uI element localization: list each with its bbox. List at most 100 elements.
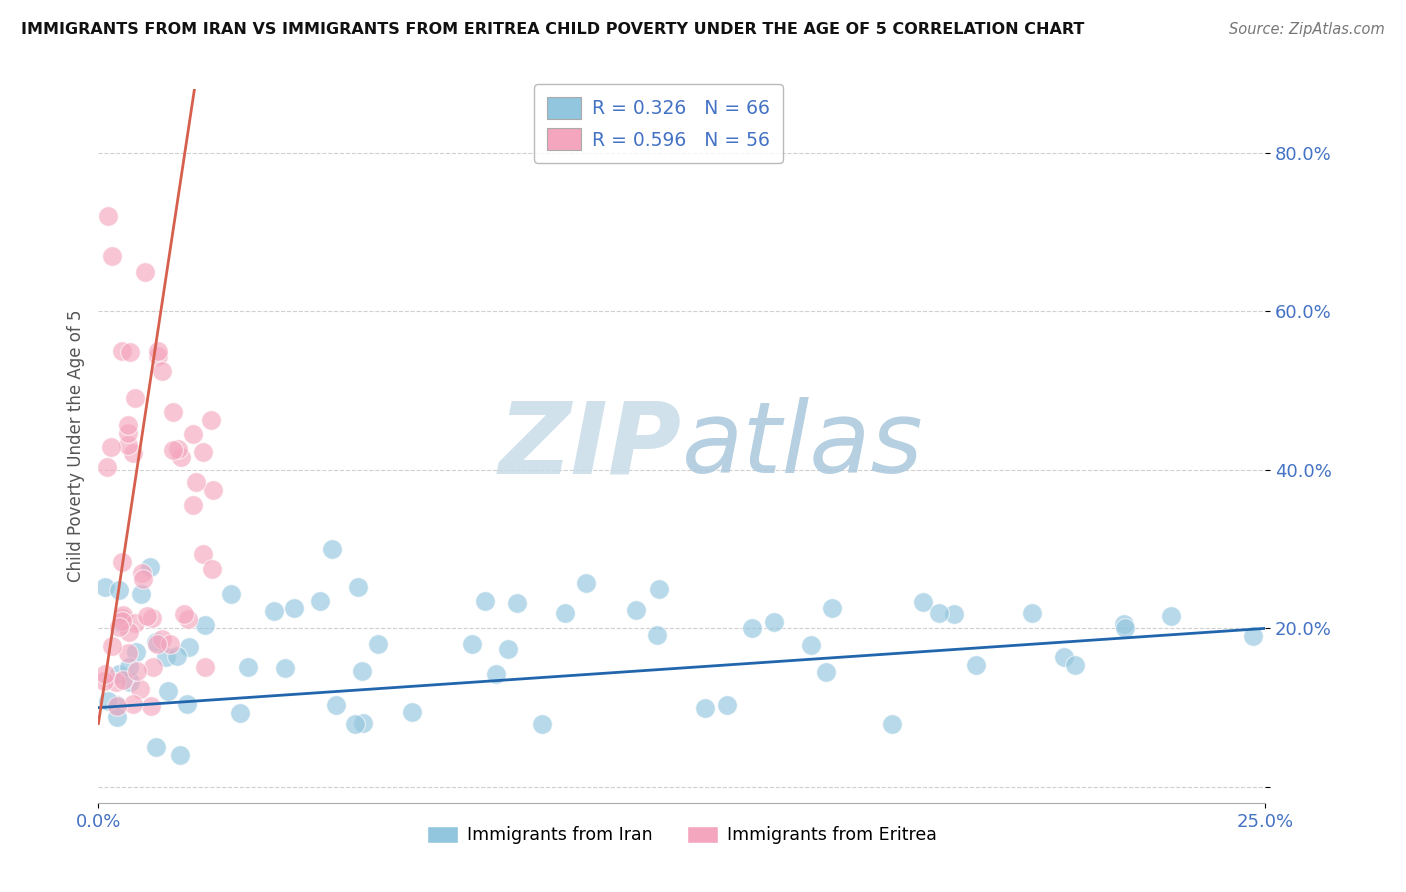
Point — [194, 617, 217, 632]
Point — [911, 595, 934, 609]
Point — [181, 426, 204, 441]
Point — [177, 612, 200, 626]
Point — [695, 700, 717, 714]
Point — [1021, 606, 1043, 620]
Point — [118, 625, 141, 640]
Point — [194, 660, 217, 674]
Point — [155, 650, 177, 665]
Point — [202, 483, 225, 497]
Point — [166, 442, 188, 457]
Point — [97, 209, 120, 223]
Point — [173, 607, 195, 621]
Point — [104, 675, 127, 690]
Point — [716, 698, 738, 712]
Point — [228, 706, 250, 721]
Point — [815, 665, 838, 679]
Y-axis label: Child Poverty Under the Age of 5: Child Poverty Under the Age of 5 — [66, 310, 84, 582]
Point — [118, 345, 141, 359]
Point — [117, 437, 139, 451]
Point — [108, 582, 131, 597]
Point — [193, 547, 215, 561]
Legend: Immigrants from Iran, Immigrants from Eritrea: Immigrants from Iran, Immigrants from Er… — [420, 819, 943, 851]
Point — [344, 716, 367, 731]
Point — [325, 698, 347, 713]
Point — [135, 609, 157, 624]
Point — [152, 632, 174, 646]
Point — [141, 611, 163, 625]
Point — [762, 615, 785, 630]
Point — [346, 580, 368, 594]
Point — [308, 594, 330, 608]
Point — [94, 580, 117, 594]
Point — [142, 660, 165, 674]
Point — [166, 649, 188, 664]
Point — [127, 664, 149, 678]
Point — [191, 445, 214, 459]
Point — [186, 475, 208, 490]
Point — [111, 343, 134, 358]
Point — [554, 606, 576, 620]
Text: Source: ZipAtlas.com: Source: ZipAtlas.com — [1229, 22, 1385, 37]
Text: atlas: atlas — [682, 398, 924, 494]
Point — [321, 542, 343, 557]
Point — [170, 450, 193, 464]
Point — [111, 673, 134, 687]
Point — [112, 608, 135, 623]
Point — [122, 446, 145, 460]
Point — [474, 594, 496, 608]
Point — [111, 614, 134, 628]
Point — [943, 607, 966, 621]
Point — [401, 705, 423, 719]
Point — [96, 460, 118, 475]
Point — [352, 715, 374, 730]
Point — [181, 498, 204, 512]
Point — [1114, 621, 1136, 635]
Point — [176, 697, 198, 711]
Point — [111, 611, 134, 625]
Point — [145, 635, 167, 649]
Point — [263, 604, 285, 618]
Point — [146, 349, 169, 363]
Point — [200, 413, 222, 427]
Point — [1241, 629, 1264, 643]
Point — [124, 392, 146, 406]
Text: ZIP: ZIP — [499, 398, 682, 494]
Point — [138, 559, 160, 574]
Point — [498, 641, 520, 656]
Point — [125, 644, 148, 658]
Point — [139, 699, 162, 714]
Point — [108, 667, 131, 681]
Point — [117, 426, 139, 441]
Point — [461, 637, 484, 651]
Point — [134, 264, 156, 278]
Point — [124, 615, 146, 630]
Point — [965, 658, 987, 673]
Point — [821, 600, 844, 615]
Point — [97, 693, 120, 707]
Text: IMMIGRANTS FROM IRAN VS IMMIGRANTS FROM ERITREA CHILD POVERTY UNDER THE AGE OF 5: IMMIGRANTS FROM IRAN VS IMMIGRANTS FROM … — [21, 22, 1084, 37]
Point — [880, 716, 903, 731]
Point — [105, 710, 128, 724]
Point — [1064, 657, 1087, 672]
Point — [162, 443, 184, 458]
Point — [145, 740, 167, 755]
Point — [121, 697, 143, 711]
Point — [148, 344, 170, 359]
Point — [626, 603, 648, 617]
Point — [111, 555, 134, 569]
Point — [101, 639, 124, 653]
Point — [150, 364, 173, 378]
Point — [741, 621, 763, 635]
Point — [283, 601, 305, 615]
Point — [132, 572, 155, 586]
Point — [575, 575, 598, 590]
Point — [101, 249, 124, 263]
Point — [105, 698, 128, 713]
Point — [645, 627, 668, 641]
Point — [274, 661, 297, 675]
Point — [111, 615, 134, 630]
Point — [219, 587, 242, 601]
Point — [1160, 608, 1182, 623]
Point — [179, 640, 201, 654]
Point — [118, 659, 141, 673]
